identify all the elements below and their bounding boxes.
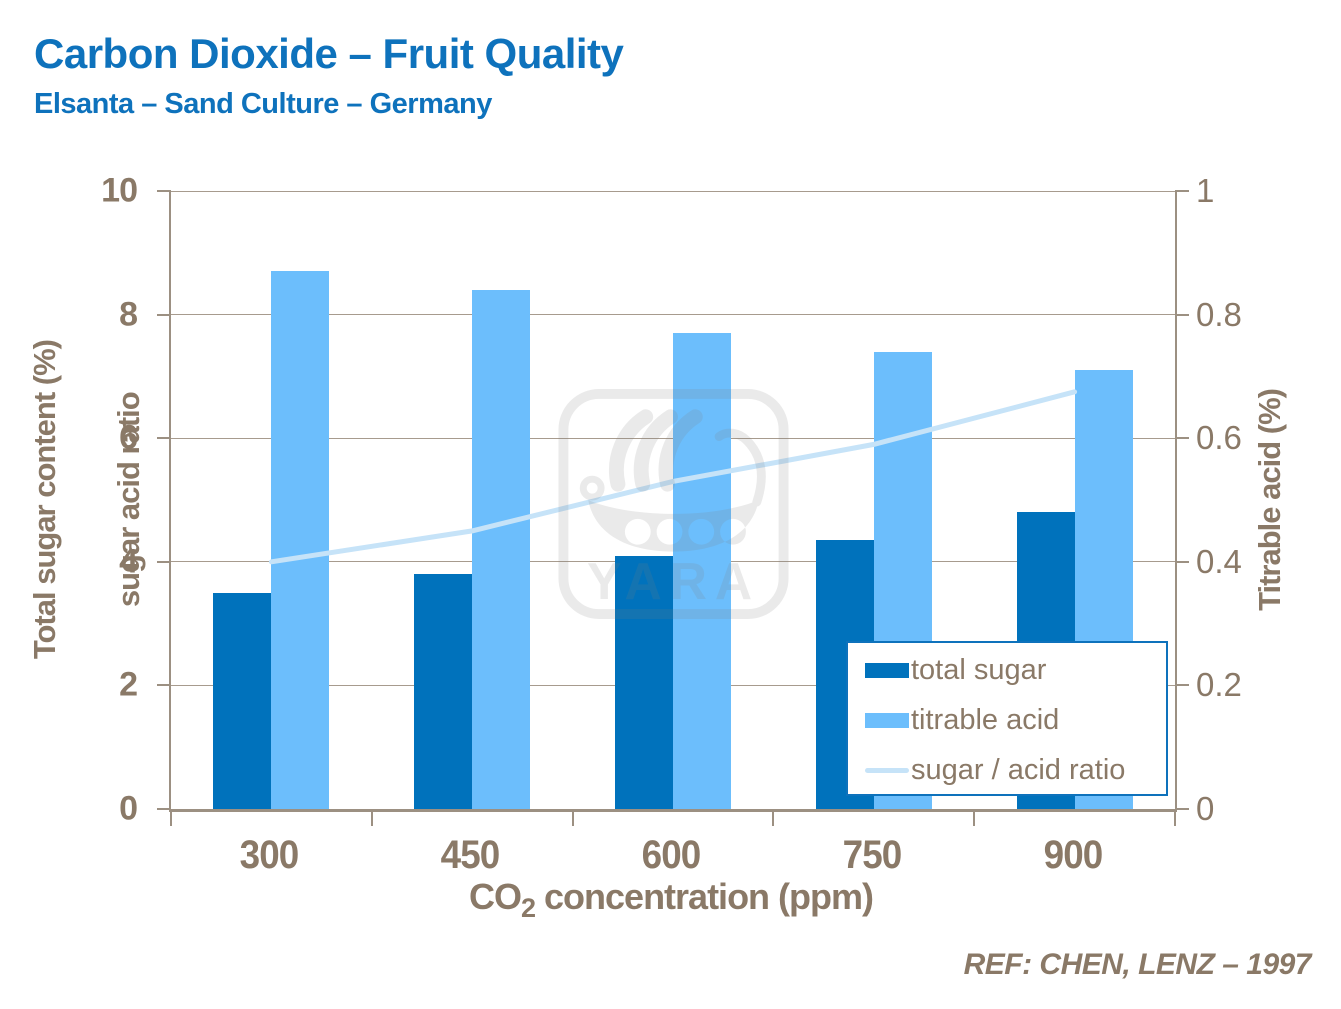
left-axis-tick bbox=[157, 190, 171, 192]
watermark-hull bbox=[588, 500, 759, 552]
watermark-text: YARA bbox=[587, 552, 760, 610]
left-axis-tick bbox=[157, 560, 171, 563]
left-axis-tick-label: 10 bbox=[101, 171, 138, 210]
right-axis-tick bbox=[1175, 313, 1189, 316]
x-axis-tick bbox=[170, 812, 172, 826]
right-axis-tick-label: 0.2 bbox=[1196, 666, 1242, 704]
legend-label: total sugar bbox=[911, 653, 1047, 686]
right-axis-tick bbox=[1175, 190, 1189, 192]
left-axis-tick bbox=[157, 808, 171, 810]
right-axis-tick-label: 0.8 bbox=[1196, 295, 1242, 333]
reference-text: REF: CHEN, LENZ – 1997 bbox=[963, 948, 1312, 981]
left-axis-tick-label: 8 bbox=[119, 295, 138, 334]
left-axis-tick bbox=[157, 437, 171, 440]
bar-total-sugar-300 bbox=[213, 592, 272, 809]
x-axis-category-label: 600 bbox=[641, 833, 702, 877]
legend: total sugar titrable acid sugar / acid rat… bbox=[846, 641, 1168, 796]
left-axis-title-line1: Total sugar content (%) bbox=[27, 340, 62, 660]
left-axis-tick bbox=[157, 684, 171, 687]
right-axis-tick-label: 0 bbox=[1196, 790, 1215, 827]
legend-item-total-sugar: total sugar bbox=[865, 645, 1166, 695]
bar-titrable-acid-300 bbox=[271, 271, 330, 809]
left-axis-tick-label: 6 bbox=[119, 418, 138, 457]
x-axis-title-rest: concentration (ppm) bbox=[535, 876, 874, 917]
right-axis-title: Titrable acid (%) bbox=[1252, 389, 1287, 611]
yara-logo-watermark: YARA bbox=[558, 388, 789, 620]
bar-total-sugar-450 bbox=[414, 574, 473, 809]
bar-titrable-acid-600 bbox=[673, 333, 731, 809]
right-axis-tick bbox=[1175, 684, 1189, 687]
x-axis-category-label: 450 bbox=[440, 833, 501, 877]
left-axis-tick-label: 0 bbox=[119, 789, 138, 828]
left-axis-title: Total sugar content (%) sugar acid ratio bbox=[18, 191, 146, 809]
left-axis-tick bbox=[157, 313, 171, 316]
plot-area: YARA bbox=[157, 190, 1189, 826]
gridline bbox=[171, 314, 1175, 316]
sugar-acid-ratio-line bbox=[268, 389, 1078, 565]
x-axis-title-subscript: 2 bbox=[520, 893, 536, 923]
x-axis-category-label: 900 bbox=[1043, 833, 1103, 877]
x-axis-tick bbox=[1174, 812, 1176, 826]
page-title: Carbon Dioxide – Fruit Quality bbox=[34, 30, 624, 77]
right-axis-tick-label: 0.6 bbox=[1196, 419, 1242, 457]
legend-swatch-bar bbox=[865, 662, 909, 678]
bar-titrable-acid-450 bbox=[472, 289, 531, 809]
right-axis-tick-label: 1 bbox=[1196, 172, 1215, 209]
gridline bbox=[171, 190, 1175, 192]
x-axis-tick bbox=[973, 812, 976, 826]
legend-item-titrable-acid: titrable acid bbox=[865, 695, 1166, 745]
legend-swatch-bar bbox=[865, 712, 909, 728]
watermark-stern-spiral bbox=[579, 475, 605, 501]
left-axis-tick-label: 2 bbox=[119, 665, 138, 704]
x-axis-title: CO2 concentration (ppm) bbox=[169, 876, 1173, 924]
bar-total-sugar-600 bbox=[615, 555, 673, 809]
legend-label: titrable acid bbox=[911, 703, 1060, 736]
legend-label: sugar / acid ratio bbox=[911, 753, 1126, 786]
page-subtitle: Elsanta – Sand Culture – Germany bbox=[34, 88, 492, 120]
x-axis-tick bbox=[772, 812, 775, 826]
right-axis-tick bbox=[1175, 437, 1189, 440]
left-axis-tick-label: 4 bbox=[119, 542, 138, 581]
x-axis-tick bbox=[370, 812, 373, 826]
ratio-line-layer bbox=[268, 389, 1078, 565]
right-axis-tick-label: 0.4 bbox=[1196, 542, 1242, 580]
watermark-sails bbox=[608, 409, 703, 492]
x-axis-category-label: 300 bbox=[240, 833, 300, 877]
legend-swatch-line bbox=[865, 767, 909, 773]
x-axis-tick bbox=[571, 812, 574, 826]
watermark-dragon-head bbox=[714, 428, 766, 507]
watermark-frame bbox=[558, 388, 789, 620]
x-axis-category-label: 750 bbox=[842, 833, 902, 877]
x-axis-title-co: CO bbox=[468, 876, 522, 917]
right-axis-tick bbox=[1175, 808, 1189, 810]
right-axis-tick bbox=[1175, 560, 1189, 563]
legend-item-sugar-acid-ratio: sugar / acid ratio bbox=[865, 745, 1166, 795]
